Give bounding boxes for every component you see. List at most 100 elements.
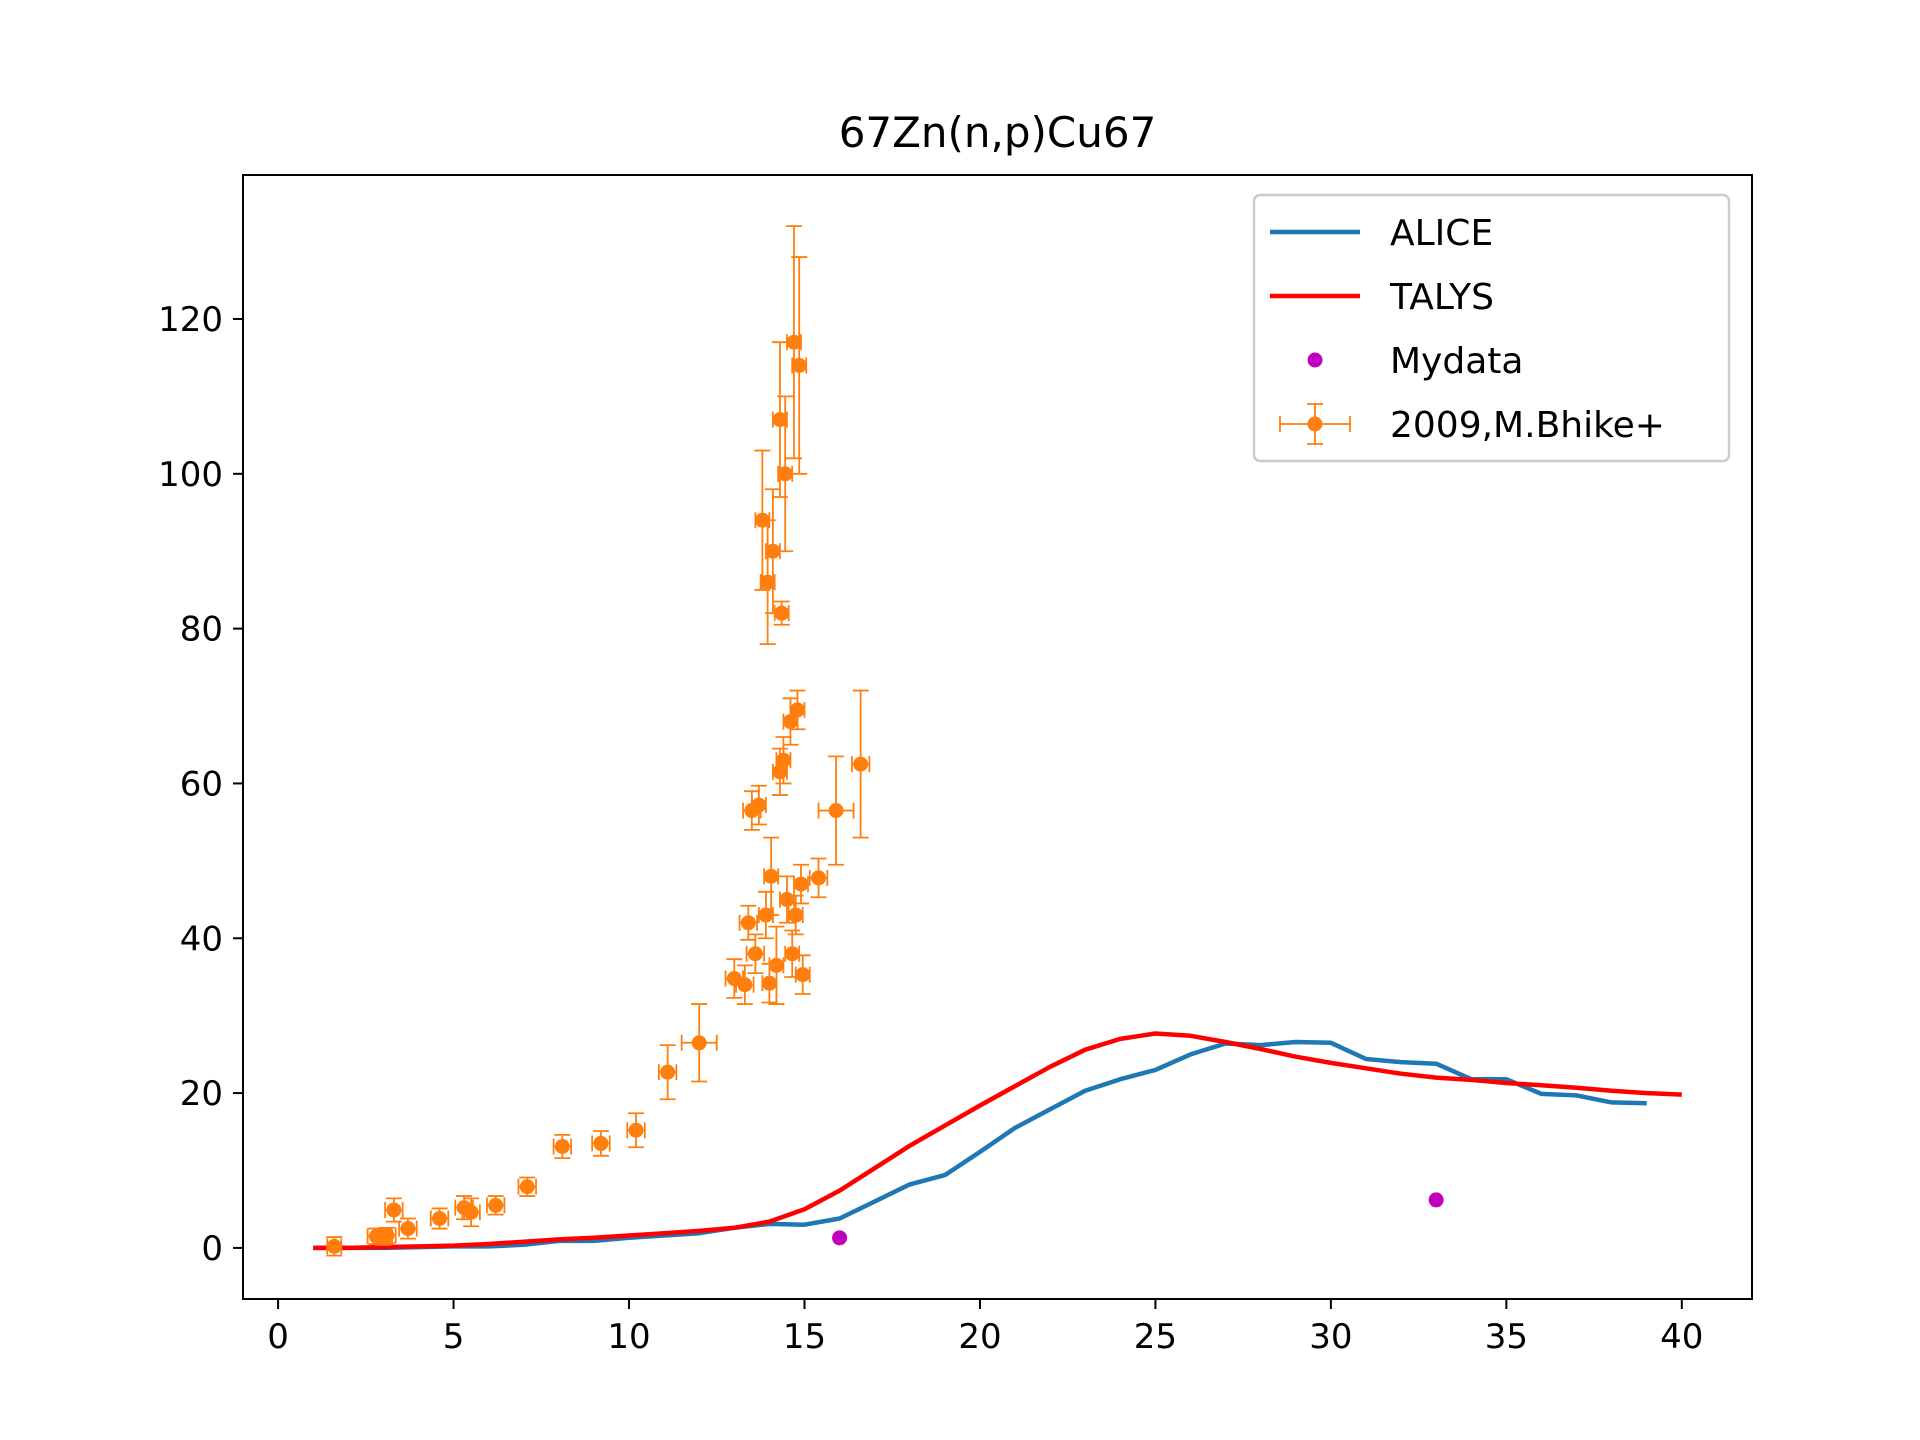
x-tick-label-30: 30 [1309, 1317, 1352, 1357]
legend-label-mydata: Mydata [1390, 341, 1523, 382]
errorbar-marker [488, 1197, 504, 1213]
errorbar-marker [788, 907, 804, 923]
legend-label-talys: TALYS [1389, 277, 1494, 318]
legend-label-2009-m-bhike: 2009,M.Bhike+ [1390, 405, 1665, 446]
point-mydata-1 [1428, 1192, 1444, 1208]
errorbar-point-2009-m-bhike-21 [750, 784, 767, 826]
x-tick-label-5: 5 [443, 1317, 465, 1357]
errorbar-point-2009-m-bhike-37 [785, 225, 802, 460]
errorbar-marker [765, 543, 781, 559]
x-tick-label-35: 35 [1485, 1317, 1528, 1357]
series-line-talys [313, 1031, 1682, 1251]
errorbar-marker [763, 868, 779, 884]
errorbar-marker [853, 756, 869, 772]
errorbar-marker [463, 1204, 479, 1220]
errorbar-marker [784, 946, 800, 962]
errorbar-point-2009-m-bhike-27 [764, 488, 781, 615]
y-tick-label-40: 40 [180, 919, 223, 959]
series-line-alice [313, 1039, 1647, 1251]
plot-frame [242, 174, 1753, 1300]
errorbar-marker [519, 1179, 535, 1195]
errorbar-point-2009-m-bhike-10 [517, 1176, 537, 1197]
errorbar-point-2009-m-bhike-15 [680, 1003, 718, 1083]
errorbar-point-2009-m-bhike-9 [485, 1195, 506, 1216]
legend: ALICE TALYS Mydata 2009,M.Bhike+ [1252, 193, 1731, 463]
errorbar-point-2009-m-bhike-44 [817, 755, 855, 866]
errorbar-marker [811, 870, 827, 886]
errorbar-marker [386, 1202, 402, 1218]
errorbar-marker [737, 977, 753, 993]
errorbar-point-2009-m-bhike-36 [784, 929, 801, 978]
errorbar-marker [554, 1139, 570, 1155]
errorbar-point-2009-m-bhike-41 [792, 863, 809, 905]
errorbar-point-2009-m-bhike-12 [591, 1130, 611, 1157]
x-axis: 0 5 10 15 20 25 30 35 40 [267, 1299, 1703, 1357]
y-axis: 0 20 40 60 80 100 120 [158, 300, 243, 1269]
errorbar-marker [775, 752, 791, 768]
errorbar-point-2009-m-bhike-14 [657, 1044, 678, 1101]
y-tick-label-120: 120 [158, 300, 223, 340]
errorbar-marker [751, 797, 767, 813]
errorbar-point-2009-m-bhike-31 [773, 600, 790, 626]
errorbar-marker [774, 605, 790, 621]
errorbar-marker [628, 1122, 644, 1138]
legend-label-alice: ALICE [1390, 213, 1493, 254]
errorbar-marker [400, 1221, 416, 1237]
legend-swatch-marker [1307, 416, 1323, 432]
errorbar-marker [432, 1210, 448, 1226]
errorbar-point-2009-m-bhike-0 [326, 1236, 343, 1257]
errorbar-marker [779, 892, 795, 908]
errorbar-marker [782, 714, 798, 730]
errorbar-point-2009-m-bhike-38 [787, 894, 804, 936]
point-mydata-0 [832, 1230, 848, 1246]
y-tick-label-100: 100 [158, 455, 223, 495]
errorbar-point-2009-m-bhike-32 [775, 736, 792, 785]
errorbar-point-2009-m-bhike-3 [377, 1226, 397, 1245]
errorbar-marker [786, 334, 802, 350]
y-tick-label-80: 80 [180, 610, 223, 650]
legend-item-2009-m-bhike: 2009,M.Bhike+ [1279, 403, 1665, 446]
y-tick-label-20: 20 [180, 1074, 223, 1114]
x-tick-label-15: 15 [783, 1317, 826, 1357]
errorbar-marker [691, 1035, 707, 1051]
errorbar-marker [760, 574, 776, 590]
errorbar-marker [593, 1135, 609, 1151]
x-tick-label-20: 20 [958, 1317, 1001, 1357]
errorbar-marker [379, 1228, 395, 1244]
errorbar-marker [828, 803, 844, 819]
errorbar-point-2009-m-bhike-28 [768, 925, 785, 1005]
errorbar-point-2009-m-bhike-26 [763, 836, 780, 916]
x-tick-label-25: 25 [1134, 1317, 1177, 1357]
legend-item-alice: ALICE [1270, 213, 1493, 254]
errorbar-point-2009-m-bhike-6 [429, 1207, 450, 1230]
errorbar-marker [660, 1064, 676, 1080]
errorbar-point-2009-m-bhike-8 [461, 1197, 481, 1228]
errorbar-marker [789, 702, 805, 718]
errorbar-point-2009-m-bhike-4 [384, 1197, 404, 1223]
errorbar-marker [768, 957, 784, 973]
legend-item-talys: TALYS [1270, 277, 1494, 318]
errorbar-point-2009-m-bhike-40 [791, 256, 808, 475]
x-tick-label-0: 0 [267, 1317, 289, 1357]
plot-content [313, 225, 1682, 1257]
errorbar-marker [777, 466, 793, 482]
errorbar-point-2009-m-bhike-39 [789, 689, 806, 731]
errorbar-point-2009-m-bhike-11 [552, 1133, 573, 1160]
errorbar-point-2009-m-bhike-42 [794, 954, 811, 995]
errorbar-marker [772, 412, 788, 428]
errorbar-marker [326, 1238, 342, 1254]
legend-item-mydata: Mydata [1307, 341, 1523, 382]
y-tick-label-60: 60 [180, 764, 223, 804]
x-tick-label-10: 10 [607, 1317, 650, 1357]
errorbar-marker [793, 876, 809, 892]
plot-area [242, 174, 1753, 1300]
errorbar-point-2009-m-bhike-33 [777, 395, 794, 553]
errorbar-marker [795, 967, 811, 983]
y-tick-label-0: 0 [201, 1229, 223, 1269]
errorbar-point-2009-m-bhike-43 [808, 857, 829, 899]
errorbar-marker [747, 946, 763, 962]
errorbar-point-2009-m-bhike-13 [626, 1112, 646, 1149]
legend-swatch-marker [1307, 352, 1323, 368]
errorbar-marker [740, 915, 756, 931]
